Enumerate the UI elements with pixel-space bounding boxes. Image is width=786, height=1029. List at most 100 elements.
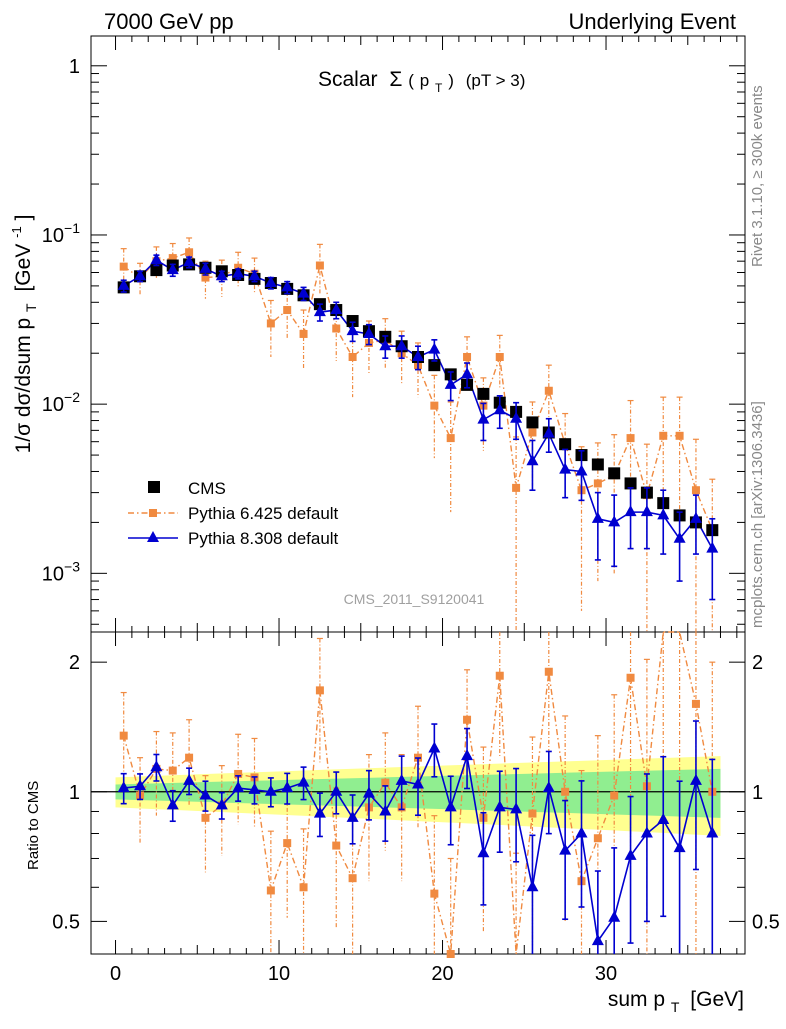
py6-ratio-point — [168, 766, 177, 775]
x-tick-label: 10 — [268, 963, 290, 985]
main-y-tick-label: 10−1 — [42, 220, 80, 247]
py8-main-point — [379, 339, 392, 351]
py8-main-point — [330, 303, 343, 315]
py8-main-point — [362, 326, 375, 338]
x-axis-label-sub: T — [671, 999, 680, 1015]
plot-title-paren-open: ( — [408, 71, 414, 90]
py8-main-point — [559, 462, 572, 474]
cms-main-point — [346, 315, 359, 328]
main-y-axis-label: 1/σ dσ/dsum p T [GeV -1 ] — [3, 215, 41, 454]
py8-main-point — [264, 276, 277, 288]
main-y-axis-label-sub: T — [23, 303, 39, 312]
py6-main-point — [283, 306, 292, 315]
py6-ratio-point — [593, 834, 602, 843]
py6-ratio-point — [185, 753, 194, 762]
py8-main-point — [395, 339, 408, 351]
main-y-tick-base: 10 — [42, 563, 64, 585]
ratio-y-tick-label: 0.5 — [52, 911, 80, 933]
main-y-tick-label: 1 — [69, 56, 80, 78]
py8-ratio-point — [689, 773, 702, 785]
py6-ratio-point — [463, 715, 472, 724]
main-series — [117, 237, 719, 632]
py8-main-point — [183, 255, 196, 267]
main-y-axis-label-unit: [GeV — [12, 244, 35, 292]
py8-main-point — [477, 412, 490, 424]
py8-main-point — [510, 411, 523, 423]
py6-ratio-point — [201, 813, 210, 822]
py6-ratio-point — [234, 769, 243, 778]
py8-ratio-point — [379, 804, 392, 816]
py8-main-point — [591, 511, 604, 523]
py8-main-point — [657, 508, 670, 520]
py8-ratio-point — [264, 784, 277, 796]
py6-ratio-point — [381, 778, 390, 787]
main-y-tick-exp: −3 — [64, 558, 80, 574]
py8-main-point — [608, 515, 621, 527]
py8-main-point — [706, 541, 719, 553]
py8-ratio-point — [134, 779, 147, 791]
py8-ratio-point — [150, 760, 163, 772]
py6-ratio-point — [430, 889, 439, 898]
py8-ratio-point — [297, 775, 310, 787]
py6-main-point — [430, 401, 439, 410]
py6-main-point — [512, 483, 521, 492]
py8-ratio-point — [199, 788, 212, 800]
py8-main-point — [640, 505, 653, 517]
cms-main-point — [624, 477, 637, 490]
x-tick-label: 20 — [431, 963, 453, 985]
legend-label-py8: Pythia 8.308 default — [188, 529, 339, 548]
main-y-axis-label-sup: -1 — [9, 226, 24, 238]
plot-title-sub: T — [435, 81, 443, 95]
py8-main-point — [117, 278, 130, 290]
py8-ratio-point — [248, 782, 261, 794]
py8-main-point — [166, 263, 179, 275]
legend-label-cms: CMS — [188, 479, 226, 498]
py8-main-point — [215, 269, 228, 281]
py8-ratio-point — [575, 826, 588, 838]
x-tick-label: 30 — [595, 963, 617, 985]
cms-main-point — [526, 416, 539, 429]
analysis-watermark: CMS_2011_S9120041 — [344, 591, 485, 607]
py8-main-point — [248, 269, 261, 281]
py6-main-point — [299, 329, 308, 338]
py8-main-point — [689, 511, 702, 523]
py8-ratio-point — [542, 781, 555, 793]
main-y-tick-label: 10−2 — [42, 389, 80, 416]
main-y-tick-base: 10 — [42, 394, 64, 416]
plot-title-p: p — [420, 71, 429, 90]
py8-main-point — [346, 324, 359, 336]
legend-marker-cms — [148, 481, 160, 493]
py6-main-point — [544, 386, 553, 395]
py8-main-point — [624, 505, 637, 517]
py6-main-point — [659, 431, 668, 440]
py8-ratio-point — [510, 802, 523, 814]
py6-ratio-point — [446, 950, 455, 958]
py8-ratio-point — [166, 798, 179, 810]
py8-ratio-point — [412, 777, 424, 789]
ratio-y-tick-label: 1 — [69, 782, 80, 804]
py8-main-point — [493, 403, 506, 415]
py8-ratio-point — [395, 773, 408, 785]
py6-main-point — [691, 486, 700, 495]
cms-main-point — [559, 438, 572, 451]
py8-main-point — [461, 367, 474, 379]
cms-main-point — [150, 264, 163, 277]
py6-main-point — [626, 434, 635, 443]
py8-ratio-point — [346, 810, 359, 822]
cms-main-point — [608, 467, 621, 480]
ratio-y-axis-label: Ratio to CMS — [25, 781, 42, 870]
py8-ratio-point — [461, 749, 474, 761]
py8-ratio-point — [330, 784, 343, 796]
plot-title-paren-close: ) — [448, 71, 454, 90]
plot-title-sigma: Σ — [389, 68, 402, 91]
main-y-axis-label-close: ] — [12, 215, 35, 221]
plot-title-cut: (pT > 3) — [466, 71, 526, 90]
ratio-panel-frame — [90, 631, 746, 955]
py8-main-point — [575, 464, 588, 476]
py6-main-point — [593, 479, 602, 488]
x-axis-label-unit: [GeV] — [690, 988, 744, 1011]
ratio-y-tick-label-right: 1 — [752, 782, 763, 804]
py6-ratio-point — [315, 686, 324, 695]
